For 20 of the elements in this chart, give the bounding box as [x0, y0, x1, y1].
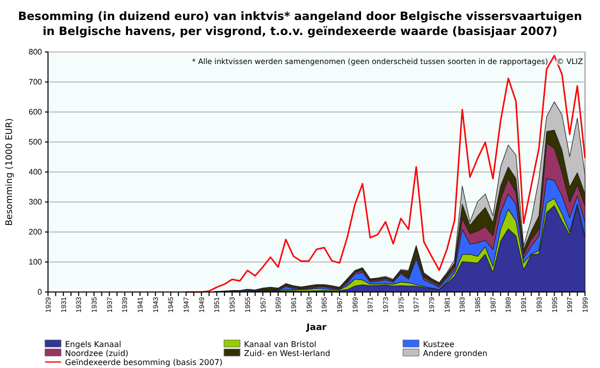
y-tick-label: 300: [28, 198, 43, 207]
y-axis-title: Besomming (1000 EUR): [5, 118, 15, 226]
legend-label: Zuid- en West-Ierland: [244, 349, 330, 358]
x-axis-title: Jaar: [306, 323, 328, 333]
y-tick-label: 800: [28, 48, 43, 57]
legend-label: Noordzee (zuid): [65, 349, 128, 358]
y-tick-label: 200: [28, 228, 43, 237]
y-tick-label: 100: [28, 258, 43, 267]
legend-label: Kustzee: [423, 340, 454, 349]
y-tick-label: 600: [28, 108, 43, 117]
y-tick-label: 0: [38, 288, 43, 297]
legend-label: Kanaal van Bristol: [244, 340, 316, 349]
legend-label: Geïndexeerde besomming (basis 2007): [65, 358, 223, 367]
y-tick-label: 400: [28, 168, 43, 177]
y-tick-label: 700: [28, 78, 43, 87]
legend-label: Andere gronden: [423, 349, 488, 358]
line-series: [185, 54, 586, 293]
legend-label: Engels Kanaal: [65, 340, 122, 349]
chart-title: Besomming (in duizend euro) van inktvis* aangeland door Belgische vissersvaartuigen in Belgische havens, per visgrond, t.o.v. geïndexeerde waarde (basisjaar 2007): [18, 9, 582, 38]
y-tick-label: 500: [28, 138, 43, 147]
